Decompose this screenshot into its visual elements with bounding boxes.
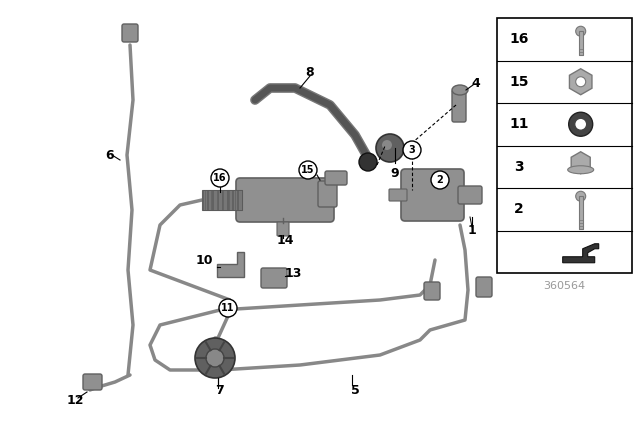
Text: 9: 9 (390, 167, 399, 180)
FancyBboxPatch shape (401, 169, 464, 221)
FancyBboxPatch shape (203, 190, 207, 210)
Text: 3: 3 (514, 160, 524, 174)
Text: 2: 2 (514, 202, 524, 216)
FancyBboxPatch shape (261, 268, 287, 288)
Text: 3: 3 (408, 145, 415, 155)
FancyBboxPatch shape (218, 190, 222, 210)
Circle shape (576, 77, 586, 87)
FancyBboxPatch shape (83, 374, 102, 390)
Text: 4: 4 (472, 77, 481, 90)
Circle shape (382, 140, 392, 150)
FancyBboxPatch shape (122, 24, 138, 42)
Circle shape (403, 141, 421, 159)
Text: 11: 11 (221, 303, 235, 313)
FancyBboxPatch shape (208, 190, 212, 210)
FancyBboxPatch shape (202, 190, 242, 210)
FancyBboxPatch shape (318, 181, 337, 207)
Text: 15: 15 (509, 75, 529, 89)
FancyBboxPatch shape (233, 190, 237, 210)
Circle shape (576, 191, 586, 201)
FancyBboxPatch shape (458, 186, 482, 204)
Text: 5: 5 (351, 383, 360, 396)
FancyBboxPatch shape (476, 277, 492, 297)
Ellipse shape (452, 85, 468, 95)
Text: 12: 12 (67, 393, 84, 406)
Circle shape (376, 134, 404, 162)
Text: 2: 2 (436, 175, 444, 185)
FancyBboxPatch shape (236, 178, 334, 222)
FancyBboxPatch shape (579, 196, 582, 229)
Text: 8: 8 (306, 65, 314, 78)
Circle shape (569, 112, 593, 136)
FancyBboxPatch shape (228, 190, 232, 210)
Circle shape (576, 26, 586, 36)
Text: 6: 6 (106, 148, 115, 161)
Polygon shape (217, 252, 244, 277)
FancyBboxPatch shape (238, 190, 242, 210)
Text: 10: 10 (195, 254, 212, 267)
Circle shape (575, 118, 587, 130)
Circle shape (431, 171, 449, 189)
Ellipse shape (568, 166, 594, 174)
FancyBboxPatch shape (213, 190, 217, 210)
Polygon shape (571, 152, 590, 174)
FancyBboxPatch shape (424, 282, 440, 300)
Circle shape (211, 169, 229, 187)
FancyBboxPatch shape (223, 190, 227, 210)
Polygon shape (570, 69, 592, 95)
Circle shape (359, 153, 377, 171)
FancyBboxPatch shape (579, 31, 582, 55)
FancyBboxPatch shape (452, 90, 466, 122)
Text: 1: 1 (468, 224, 476, 237)
Circle shape (219, 299, 237, 317)
Circle shape (206, 349, 224, 367)
Text: 360564: 360564 (543, 281, 586, 291)
FancyBboxPatch shape (277, 222, 289, 236)
Polygon shape (563, 244, 598, 263)
Text: 15: 15 (301, 165, 315, 175)
FancyBboxPatch shape (497, 18, 632, 273)
FancyBboxPatch shape (325, 171, 347, 185)
Text: 16: 16 (213, 173, 227, 183)
Text: 7: 7 (216, 383, 225, 396)
Text: 16: 16 (509, 32, 529, 46)
Text: 14: 14 (276, 233, 294, 246)
Text: 11: 11 (509, 117, 529, 131)
FancyBboxPatch shape (389, 189, 407, 201)
Circle shape (195, 338, 235, 378)
Circle shape (299, 161, 317, 179)
Text: 13: 13 (284, 267, 301, 280)
